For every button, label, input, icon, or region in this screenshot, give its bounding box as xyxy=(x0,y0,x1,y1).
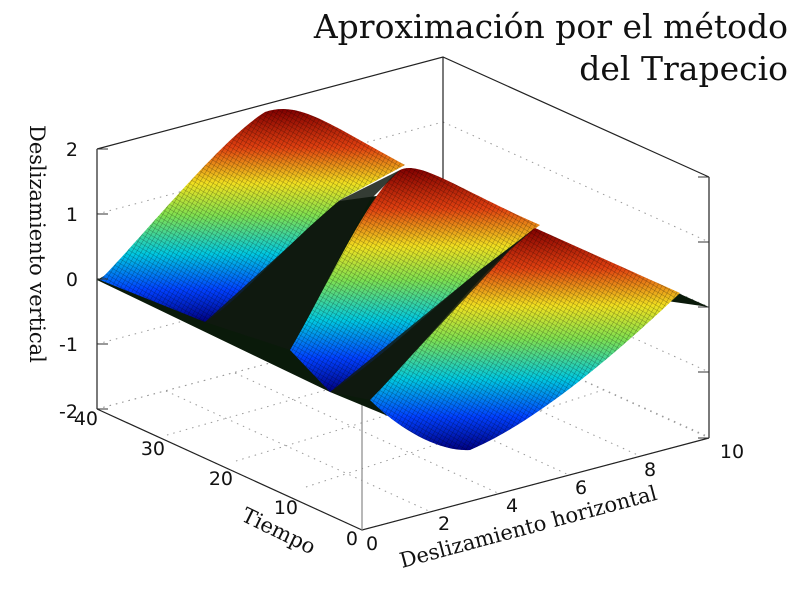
z-tick-labels: 2 1 0 -1 -2 xyxy=(59,139,78,423)
t-tick: 20 xyxy=(209,468,233,490)
x-tick: 6 xyxy=(575,477,587,499)
t-tick: 0 xyxy=(346,528,358,550)
z-tick: -2 xyxy=(59,401,78,423)
t-tick: 40 xyxy=(74,408,98,430)
chart-title-line1: Aproximación por el método xyxy=(313,7,788,46)
t-tick: 10 xyxy=(274,497,298,519)
surface-mesh xyxy=(97,108,709,451)
z-tick: 2 xyxy=(66,139,78,161)
x-tick: 8 xyxy=(644,459,656,481)
x-tick: 0 xyxy=(366,533,378,555)
x-tick: 4 xyxy=(506,495,518,517)
z-tick: 0 xyxy=(66,269,78,291)
t-tick: 30 xyxy=(141,438,165,460)
x-axis-label: Deslizamiento horizontal xyxy=(397,481,660,573)
x-tick: 10 xyxy=(720,441,744,463)
x-tick-labels: 0 2 4 6 8 10 xyxy=(366,441,744,555)
x-tick: 2 xyxy=(438,513,450,535)
chart-title-line2: del Trapecio xyxy=(579,49,788,88)
z-tick: -1 xyxy=(59,334,78,356)
z-axis-ticks xyxy=(97,148,709,439)
chart-title: Aproximación por el método del Trapecio xyxy=(314,6,788,90)
z-axis-label: Deslizamiento vertical xyxy=(25,125,49,363)
z-tick: 1 xyxy=(66,204,78,226)
t-tick-labels: 40 30 20 10 0 xyxy=(74,408,358,550)
